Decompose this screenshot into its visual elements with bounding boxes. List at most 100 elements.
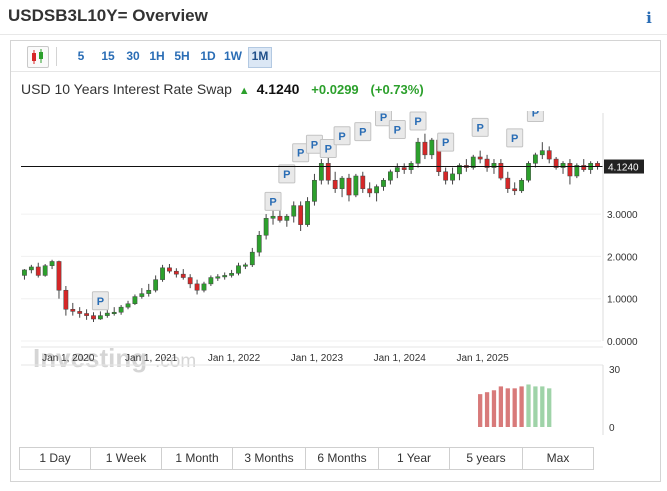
volume-bar [547,388,552,427]
timeframe-1h[interactable]: 1H [149,49,165,63]
candle [63,289,69,310]
event-marker[interactable]: P [388,119,406,139]
event-marker[interactable]: P [91,291,109,311]
candle [519,179,524,192]
event-marker-label: P [338,131,345,143]
candle [353,175,359,196]
candle [388,171,393,181]
candlestick-icon [32,49,43,64]
candle [284,215,290,221]
candle [374,186,379,194]
timeframe-1d[interactable]: 1D [200,49,216,63]
candle [512,188,518,192]
range-max[interactable]: Max [523,448,593,469]
event-marker[interactable]: P [264,191,282,211]
event-marker-box [264,191,282,211]
candle [22,269,27,276]
candle [415,141,421,164]
volume-bar [519,386,524,427]
candle [256,234,262,253]
candle [484,158,490,168]
range-1-day[interactable]: 1 Day [20,448,91,469]
event-marker[interactable]: P [319,139,337,158]
event-marker[interactable]: P [409,111,427,131]
volume-bar [478,394,483,427]
range-1-year[interactable]: 1 Year [379,448,450,469]
range-3-months[interactable]: 3 Months [233,448,306,469]
range-1-month[interactable]: 1 Month [162,448,233,469]
range-6-months[interactable]: 6 Months [306,448,379,469]
timeframe-5h[interactable]: 5H [174,49,190,63]
volume-bar [533,386,538,427]
candle [381,179,386,187]
price-change: +0.0299 [311,82,359,97]
event-marker-label: P [511,133,518,145]
event-marker[interactable]: P [506,128,524,148]
candle [505,177,511,189]
candle [422,141,428,156]
candle [339,177,345,189]
candle [201,283,207,291]
candle [111,311,117,314]
info-button[interactable]: i [646,9,652,27]
candle [263,218,269,236]
price-axis: 0.0000 1.0000 2.0000 3.0000 [602,113,638,348]
timeframe-30[interactable]: 30 [126,49,140,63]
timeframe-5[interactable]: 5 [77,49,85,63]
event-marker-label: P [414,116,421,128]
event-marker[interactable]: P [437,132,455,152]
chart-type-button[interactable] [27,46,49,68]
x-tick-label: Jan 1, 2024 [374,353,427,364]
event-marker[interactable]: P [278,164,296,184]
candle [533,154,538,164]
event-marker-label: P [359,127,366,139]
timeframe-1w[interactable]: 1W [224,49,242,63]
event-marker[interactable]: P [375,111,392,127]
time-axis: Jan 1, 2020 Jan 1, 2021 Jan 1, 2022 Jan 1, … [21,346,603,364]
timeframe-15[interactable]: 15 [101,49,115,63]
candle [470,156,476,168]
candle [180,273,186,278]
event-marker[interactable]: P [526,111,544,123]
candle [215,276,221,279]
candle [291,205,297,217]
volume-bar [526,384,531,427]
candle [298,205,304,225]
event-marker-box [471,117,489,137]
candle [125,303,131,308]
x-tick-label: Jan 1, 2022 [208,353,261,364]
volume-bar [505,388,510,427]
range-1-week[interactable]: 1 Week [91,448,162,469]
candle [277,215,283,221]
candle [526,163,531,181]
candles [22,133,600,322]
candle [429,139,435,156]
candle [360,175,366,189]
range-5-years[interactable]: 5 years [450,448,523,469]
timeframe-1m[interactable]: 1M [248,47,272,68]
price-change-percent: (+0.73%) [370,82,424,97]
event-marker-box [437,132,455,152]
last-price-line: 4.1240 [21,159,644,174]
event-marker-label: P [394,124,401,136]
volume-tick-label: 0 [609,423,615,434]
event-marker-label: P [97,296,104,308]
event-marker-label: P [283,169,290,181]
candle [146,289,152,294]
event-marker[interactable]: P [333,126,351,146]
volume-bar [498,386,504,427]
event-marker-box [409,111,427,131]
range-selector: 1 Day 1 Week 1 Month 3 Months 6 Months 1… [19,447,594,470]
header-divider [0,34,667,35]
chart-toolbar: 5 15 30 1H 5H 1D 1W 1M [11,41,660,72]
candle [28,266,34,271]
event-marker-label: P [269,196,276,208]
event-marker[interactable]: P [471,117,489,137]
volume-bar [540,386,545,427]
candle [498,163,504,179]
last-price-tag [604,159,644,174]
event-marker-label: P [476,122,483,134]
event-marker[interactable]: P [354,122,372,142]
